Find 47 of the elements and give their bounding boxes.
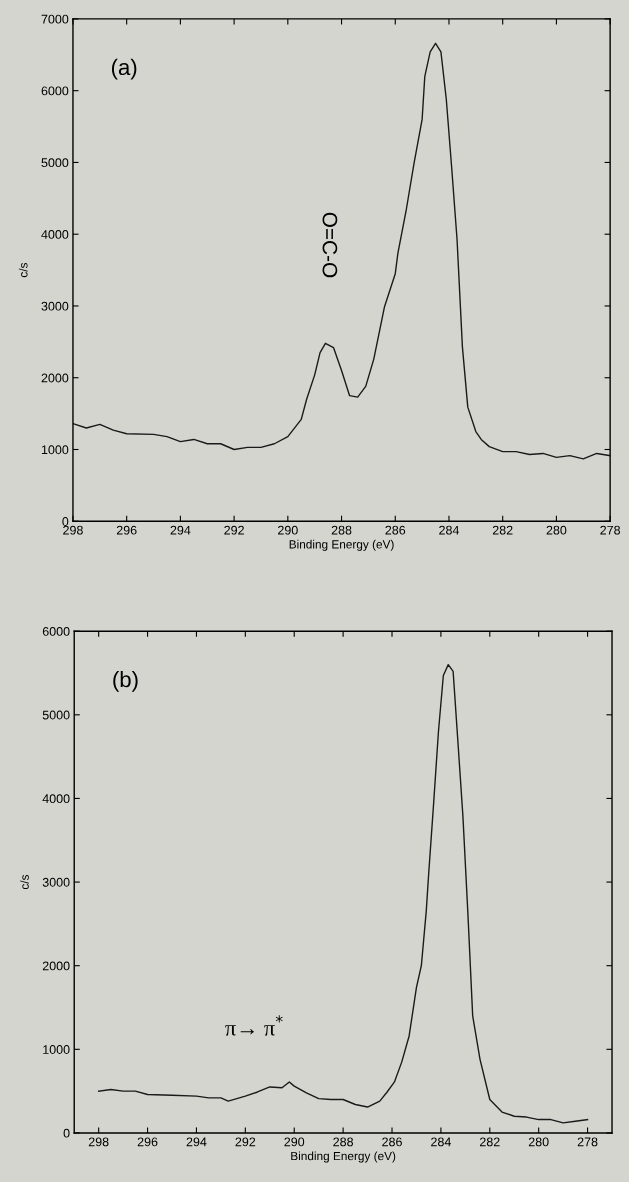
y-tick-label: 2000: [41, 373, 69, 383]
x-tick-label: 288: [331, 525, 352, 535]
y-tick-label: 5000: [41, 158, 69, 168]
y-axis-title: c/s: [18, 262, 28, 278]
x-tick-label: 288: [333, 1137, 353, 1147]
annotation: π→ π$^{*}$: [225, 1015, 283, 1036]
y-tick-label: 3000: [42, 877, 70, 887]
y-tick-label: 1000: [43, 1045, 70, 1054]
y-tick-label: 5000: [42, 710, 70, 720]
x-tick-label: 294: [170, 525, 191, 535]
y-tick-label: 0: [62, 517, 69, 526]
annotation: O=C-O: [322, 212, 338, 278]
x-tick-label: 298: [63, 525, 83, 535]
x-tick-label: 296: [137, 1137, 158, 1147]
x-tick-label: 282: [492, 525, 513, 535]
y-tick-label: 3000: [41, 301, 69, 311]
x-tick-label: 286: [385, 525, 406, 535]
x-tick-label: 280: [546, 525, 567, 535]
x-tick-label: 284: [431, 1137, 451, 1147]
x-tick-label: 278: [600, 525, 621, 535]
x-tick-label: 278: [577, 1137, 598, 1147]
x-tick-label: 284: [439, 525, 460, 535]
y-tick-label: 6000: [41, 86, 69, 96]
x-tick-label: 292: [235, 1137, 256, 1147]
y-tick-label: 2000: [42, 961, 70, 971]
y-tick-label: 1000: [41, 445, 69, 455]
annotation: (b): [113, 671, 138, 692]
y-tick-label: 7000: [41, 14, 69, 24]
x-axis-title: Binding Energy (eV): [289, 539, 394, 551]
y-axis-title: c/s: [20, 874, 29, 890]
x-tick-label: 298: [88, 1137, 109, 1147]
y-tick-label: 0: [63, 1128, 70, 1138]
x-tick-label: 290: [278, 525, 298, 535]
line-series: [72, 42, 611, 460]
y-tick-label: 4000: [42, 794, 70, 804]
y-tick-label: 4000: [41, 230, 69, 239]
y-tick-label: 6000: [42, 626, 70, 636]
x-tick-label: 296: [116, 525, 137, 535]
x-tick-label: 280: [528, 1137, 549, 1147]
x-axis-title: Binding Energy (eV): [291, 1151, 396, 1163]
x-tick-label: 294: [186, 1137, 207, 1147]
annotation: (a): [111, 58, 137, 80]
x-tick-label: 282: [479, 1137, 500, 1147]
line-series: [97, 663, 589, 1124]
x-tick-label: 286: [382, 1137, 402, 1147]
x-tick-label: 290: [284, 1137, 305, 1147]
x-tick-label: 292: [224, 525, 244, 535]
